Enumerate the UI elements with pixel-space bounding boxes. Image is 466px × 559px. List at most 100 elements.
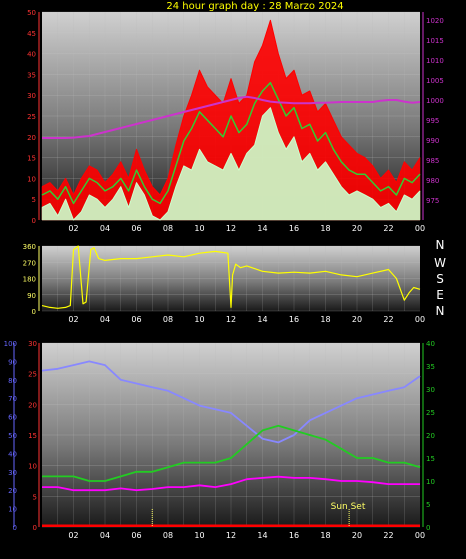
humidity-x-tick: 08 [163, 531, 173, 540]
humidity-left-y-tick: 40 [8, 450, 17, 458]
wind-direction-chart: 0 90 180 270 360 02 04 06 08 10 12 14 16 18 20 22 00 [23, 243, 425, 324]
pressure-right-y-tick: 1010 [426, 57, 444, 65]
temp-left-y-tick: 30 [28, 340, 37, 348]
green-right-y-tick: 0 [426, 524, 430, 532]
temp-left-y-tick: 20 [28, 401, 37, 409]
pressure-right-y-tick: 975 [426, 197, 439, 205]
humidity-left-y-tick: 80 [8, 377, 17, 385]
wind-left-y-tick: 40 [27, 51, 36, 59]
wind-x-tick: 04 [100, 224, 110, 233]
compass-w: W [434, 256, 446, 270]
humidity-series [41, 360, 421, 444]
pressure-right-y-tick: 1015 [426, 37, 444, 45]
direction-x-tick: 18 [320, 315, 330, 324]
humidity-x-tick: 00 [415, 531, 425, 540]
wind-left-y-tick: 15 [27, 155, 36, 163]
humidity-x-tick: 10 [194, 531, 204, 540]
compass-s: S [436, 272, 444, 286]
wind-left-y-tick: 25 [27, 113, 36, 121]
pressure-right-y-tick: 1000 [426, 97, 444, 105]
humidity-x-tick: 22 [383, 531, 393, 540]
wind-left-y-tick: 30 [27, 92, 36, 100]
pressure-right-y-tick: 985 [426, 157, 439, 165]
direction-x-tick: 16 [289, 315, 299, 324]
wind-x-tick: 20 [352, 224, 362, 233]
wind-min-series [41, 107, 421, 221]
humidity-left-y-tick: 100 [4, 340, 17, 348]
pressure-right-y-tick: 1020 [426, 17, 444, 25]
direction-x-tick: 08 [163, 315, 173, 324]
sunset-label: Sun Set [331, 502, 366, 512]
direction-x-tick: 06 [131, 315, 141, 324]
wind-x-tick: 06 [131, 224, 141, 233]
green-right-y-tick: 40 [426, 340, 435, 348]
humidity-x-tick: 12 [226, 531, 236, 540]
direction-x-tick: 20 [352, 315, 362, 324]
compass-n-top: N [435, 238, 445, 252]
wind-x-tick: 08 [163, 224, 173, 233]
direction-left-y-tick: 360 [23, 243, 36, 251]
humidity-x-tick: 02 [68, 531, 78, 540]
wind-x-tick: 00 [415, 224, 425, 233]
humidity-left-y-tick: 50 [8, 432, 17, 440]
humidity-x-tick: 16 [289, 531, 299, 540]
wind-x-tick: 16 [289, 224, 299, 233]
green-right-y-tick: 25 [426, 409, 435, 417]
temp-left-y-tick: 25 [28, 371, 37, 379]
humidity-temperature-chart: 0 10 20 30 40 50 60 70 80 90 100 0 5 10 15 20 25 30 0 5 10 15… [4, 340, 435, 540]
direction-left-y-tick: 90 [27, 292, 36, 300]
wind-x-tick: 10 [194, 224, 204, 233]
direction-left-y-tick: 270 [23, 259, 36, 267]
compass-e: E [436, 288, 444, 302]
humidity-left-y-tick: 90 [8, 358, 17, 366]
compass-n-bottom: N [435, 304, 445, 318]
direction-left-y-tick: 180 [23, 276, 36, 284]
wind-left-y-tick: 10 [27, 175, 36, 183]
direction-x-tick: 10 [194, 315, 204, 324]
magenta-series [42, 475, 420, 492]
humidity-x-tick: 04 [100, 531, 110, 540]
pressure-right-y-tick: 995 [426, 117, 439, 125]
wind-x-tick: 02 [68, 224, 78, 233]
pressure-right-y-tick: 990 [426, 137, 439, 145]
green-right-y-tick: 5 [426, 501, 430, 509]
wind-left-y-tick: 50 [27, 9, 36, 17]
direction-x-tick: 02 [68, 315, 78, 324]
humidity-left-y-tick: 20 [8, 487, 17, 495]
humidity-left-y-tick: 60 [8, 414, 17, 422]
humidity-left-y-tick: 70 [8, 395, 17, 403]
green-right-y-tick: 20 [426, 432, 435, 440]
wind-gust-series [41, 19, 421, 196]
temp-left-y-tick: 0 [33, 524, 37, 532]
wind-left-y-tick: 5 [32, 196, 36, 204]
wind-left-y-tick: 45 [27, 30, 36, 38]
humidity-left-y-tick: 0 [13, 524, 17, 532]
green-right-y-tick: 15 [426, 455, 435, 463]
wind-avg-series [41, 81, 421, 205]
temp-left-y-tick: 5 [33, 493, 37, 501]
humidity-x-tick: 06 [131, 531, 141, 540]
wind-left-y-tick: 0 [32, 217, 36, 225]
chart-title: 24 hour graph day : 28 Marzo 2024 [166, 1, 343, 12]
wind-pressure-chart: 0510152025303540455097598098599099510001… [27, 9, 444, 233]
green-series [42, 424, 421, 482]
wind-direction-series [41, 245, 421, 309]
green-right-y-tick: 10 [426, 478, 435, 486]
wind-left-y-tick: 20 [27, 134, 36, 142]
green-right-y-tick: 35 [426, 363, 435, 371]
green-right-y-tick: 30 [426, 386, 435, 394]
temp-left-y-tick: 15 [28, 432, 37, 440]
wind-x-tick: 22 [383, 224, 393, 233]
wind-x-tick: 12 [226, 224, 236, 233]
temp-left-y-tick: 10 [28, 463, 37, 471]
direction-x-tick: 00 [415, 315, 425, 324]
humidity-x-tick: 14 [257, 531, 267, 540]
pressure-right-y-tick: 1005 [426, 77, 444, 85]
direction-x-tick: 22 [383, 315, 393, 324]
pressure-right-y-tick: 980 [426, 177, 439, 185]
direction-x-tick: 04 [100, 315, 110, 324]
direction-x-tick: 14 [257, 315, 267, 324]
humidity-x-tick: 20 [352, 531, 362, 540]
wind-x-tick: 18 [320, 224, 330, 233]
